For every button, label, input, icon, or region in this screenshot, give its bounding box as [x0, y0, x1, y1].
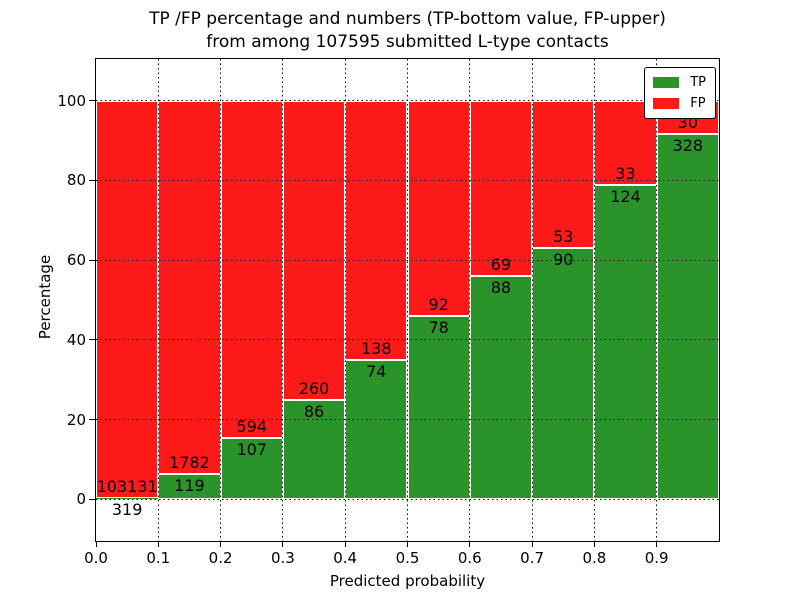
x-axis-label: Predicted probability [329, 572, 486, 590]
plot-area: 103131 319 1782 119 594 107 260 86 138 74 92 78 69 88… [95, 58, 720, 542]
y-tick-label: 60 [66, 251, 86, 270]
v-gridline [407, 59, 408, 541]
v-gridline [157, 59, 159, 541]
x-tick-label: 0.4 [333, 549, 358, 567]
x-tick [95, 542, 97, 547]
chart-title-line2: from among 107595 submitted L-type conta… [206, 32, 609, 52]
x-tick [656, 542, 658, 547]
x-tick-label: 0.2 [208, 549, 233, 567]
y-tick-label: 40 [66, 330, 86, 349]
bar-labels-layer: 103131 319 1782 119 594 107 260 86 138 74 92 78 69 88… [96, 59, 719, 541]
bar-tp-segment [594, 184, 657, 500]
v-gridline [531, 59, 533, 541]
bar-tp-segment [96, 497, 159, 500]
fp-count-label: 103131 [96, 476, 158, 496]
legend-label-fp: FP [690, 95, 706, 111]
legend-label-tp: TP [690, 74, 706, 90]
x-tick [344, 542, 346, 547]
v-gridline [593, 59, 595, 541]
x-tick [593, 542, 595, 547]
x-tick [407, 542, 408, 547]
bar-tp-segment [469, 275, 533, 500]
bar-tp-segment [158, 474, 221, 500]
y-tick [89, 259, 95, 261]
fp-count-label: 53 [553, 227, 574, 247]
bar-tp-segment [345, 360, 408, 500]
y-tick [89, 419, 95, 420]
legend-swatch-fp-icon [653, 98, 680, 109]
legend: TP FP [644, 67, 716, 119]
legend-swatch-tp-icon [653, 77, 680, 88]
legend-item-fp: FP [653, 95, 706, 112]
v-gridline [282, 59, 284, 541]
x-tick-label: 0.9 [644, 549, 669, 567]
tp-count-label: 88 [490, 277, 512, 297]
tp-count-label: 119 [174, 476, 205, 496]
chart-title-line1: TP /FP percentage and numbers (TP-bottom… [149, 9, 666, 29]
y-tick-label: 80 [66, 171, 86, 190]
x-tick [157, 542, 159, 547]
tp-count-label: 328 [672, 136, 704, 156]
x-tick-label: 0.3 [270, 549, 295, 567]
v-gridline [656, 59, 658, 541]
tp-count-label: 319 [111, 499, 143, 519]
y-tick [89, 179, 95, 181]
y-tick [89, 339, 95, 341]
tp-count-label: 107 [236, 440, 268, 460]
y-tick-label: 100 [57, 91, 86, 110]
bar-tp-segment [532, 248, 595, 500]
bar-fp-segment [282, 100, 346, 401]
y-tick-label: 20 [66, 410, 86, 429]
tp-count-label: 124 [610, 186, 641, 206]
bar-fp-segment [469, 100, 533, 276]
x-tick-label: 0.0 [84, 549, 108, 567]
v-gridline [469, 59, 471, 541]
v-gridline [220, 59, 222, 541]
y-tick-label: 0 [76, 490, 86, 509]
y-tick [89, 100, 95, 102]
fp-count-label: 260 [298, 379, 330, 399]
bar-tp-segment [282, 400, 346, 500]
bar-tp-segment [656, 134, 719, 500]
x-tick-label: 0.1 [146, 549, 171, 567]
bar-tp-segment [220, 438, 283, 500]
bar-fp-segment [158, 100, 221, 475]
bar-fp-segment [220, 100, 283, 439]
fp-count-label: 69 [490, 254, 512, 274]
bar-fp-segment [345, 100, 408, 361]
bars-layer [96, 59, 719, 541]
x-tick-label: 0.7 [520, 549, 545, 567]
fp-count-label: 594 [236, 417, 268, 437]
x-tick-label: 0.5 [395, 549, 420, 567]
x-tick-label: 0.8 [582, 549, 607, 567]
x-tick [469, 542, 471, 547]
tp-count-label: 74 [366, 362, 387, 382]
fp-count-label: 33 [615, 163, 636, 183]
y-tick [89, 498, 95, 500]
fp-count-label: 138 [361, 339, 392, 359]
x-tick [220, 542, 222, 547]
tp-count-label: 86 [303, 402, 325, 422]
x-tick-label: 0.6 [457, 549, 482, 567]
legend-item-tp: TP [653, 74, 706, 91]
v-gridline [344, 59, 346, 541]
bar-fp-segment [96, 100, 159, 498]
tp-count-label: 78 [428, 318, 449, 338]
chart-title: TP /FP percentage and numbers (TP-bottom… [96, 8, 719, 54]
y-axis-label: Percentage [36, 254, 54, 340]
bar-tp-segment [407, 316, 470, 500]
x-tick [531, 542, 533, 547]
grid-layer [96, 59, 719, 541]
x-tick [282, 542, 284, 547]
fp-count-label: 1782 [169, 453, 210, 473]
fp-count-label: 92 [428, 295, 449, 315]
tp-count-label: 90 [553, 250, 574, 270]
